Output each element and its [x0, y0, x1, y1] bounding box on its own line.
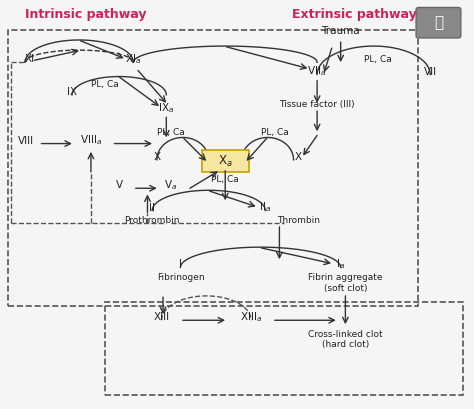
- Text: (hard clot): (hard clot): [322, 340, 369, 349]
- Text: PL, Ca: PL, Ca: [261, 128, 289, 137]
- Text: I$_a$: I$_a$: [336, 257, 345, 271]
- Text: IX$_a$: IX$_a$: [158, 101, 174, 115]
- Text: Cross-linked clot: Cross-linked clot: [308, 330, 383, 339]
- Text: PL, Ca: PL, Ca: [365, 55, 392, 64]
- Text: XI$_a$: XI$_a$: [125, 52, 141, 66]
- Text: X$_a$: X$_a$: [218, 153, 233, 169]
- Text: Fibrinogen: Fibrinogen: [156, 273, 204, 282]
- Text: VII: VII: [424, 67, 437, 76]
- Text: Trauma: Trauma: [321, 26, 360, 36]
- Text: Fibrin aggregate: Fibrin aggregate: [308, 273, 383, 282]
- Text: II$_a$: II$_a$: [259, 200, 272, 214]
- Text: XI: XI: [25, 54, 35, 64]
- Text: Thrombin: Thrombin: [277, 216, 320, 225]
- Text: Tissue factor (III): Tissue factor (III): [279, 100, 355, 109]
- Text: Prothrombin: Prothrombin: [125, 216, 180, 225]
- Text: PL, Ca: PL, Ca: [91, 80, 119, 89]
- Text: ⧉: ⧉: [434, 16, 443, 30]
- Text: PL, Ca: PL, Ca: [211, 175, 239, 184]
- Text: VIII$_a$: VIII$_a$: [80, 134, 102, 147]
- Text: X: X: [295, 152, 302, 162]
- Text: VII$_a$: VII$_a$: [308, 65, 327, 78]
- Text: PL, Ca: PL, Ca: [157, 128, 185, 137]
- Text: Intrinsic pathway: Intrinsic pathway: [26, 8, 147, 20]
- Text: Extrinsic pathway: Extrinsic pathway: [292, 8, 417, 20]
- Text: V: V: [116, 180, 123, 190]
- Text: IX: IX: [67, 87, 77, 97]
- FancyBboxPatch shape: [201, 150, 249, 172]
- Text: (soft clot): (soft clot): [324, 284, 367, 293]
- Text: II: II: [149, 202, 155, 213]
- Text: X: X: [153, 152, 161, 162]
- Text: XIII$_a$: XIII$_a$: [240, 310, 262, 324]
- Text: V$_a$: V$_a$: [164, 178, 178, 192]
- Text: XIII: XIII: [154, 312, 170, 322]
- Text: I: I: [179, 259, 182, 270]
- FancyBboxPatch shape: [416, 7, 461, 38]
- Text: VIII: VIII: [18, 135, 34, 146]
